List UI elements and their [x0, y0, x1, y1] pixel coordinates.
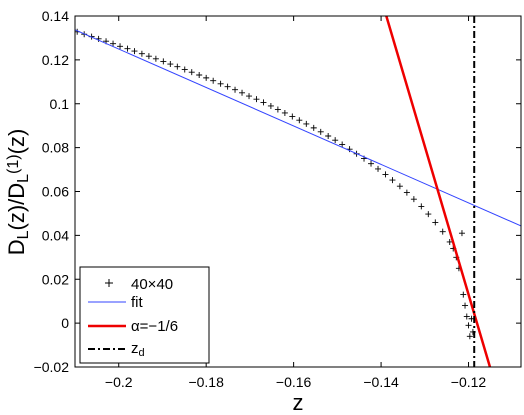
legend-label: zd [131, 340, 145, 359]
x-tick-label: −0.12 [451, 374, 487, 390]
data-point-plus-marker [296, 117, 303, 124]
data-point-plus-marker [375, 165, 382, 172]
data-point-plus-marker [339, 141, 346, 148]
y-tick-label: 0.02 [42, 271, 69, 287]
legend-zd-sub: d [139, 347, 145, 359]
data-point-plus-marker [439, 228, 446, 235]
data-point-plus-marker [382, 171, 389, 178]
y-axis-label-part: (z) [4, 129, 29, 155]
y-tick-label: 0.12 [42, 52, 69, 68]
x-tick-label: −0.14 [363, 374, 399, 390]
plot-series [75, 16, 521, 367]
legend-zd-main: z [131, 340, 139, 357]
legend-label: α=−1/6 [131, 318, 178, 335]
data-point-plus-marker [253, 96, 260, 103]
data-point-plus-marker [463, 313, 470, 320]
y-axis-label-part: (1) [5, 154, 22, 174]
legend-item-fit: fit [88, 294, 144, 311]
legend-label: 40×40 [131, 276, 173, 293]
fit-line [75, 29, 521, 227]
data-point-plus-marker [310, 124, 317, 131]
legend-box [79, 266, 210, 364]
x-tick-label: −0.18 [188, 374, 224, 390]
data-point-plus-marker [239, 89, 246, 96]
x-axis-ticks: −0.2 −0.18 −0.16 −0.14 −0.12 [105, 16, 487, 390]
data-point-plus-marker [462, 302, 469, 309]
data-point-plus-marker [188, 69, 195, 76]
data-point-plus-marker [181, 66, 188, 73]
legend: 40×40 fit α=−1/6 zd [79, 266, 210, 364]
x-axis-label: z [293, 390, 304, 415]
data-point-plus-marker [117, 43, 124, 50]
data-point-plus-marker [460, 291, 467, 298]
data-point-plus-marker [465, 322, 472, 329]
data-point-plus-marker [403, 189, 410, 196]
data-point-plus-marker [210, 77, 217, 84]
data-point-plus-marker [425, 211, 432, 218]
y-tick-label: −0.02 [34, 359, 70, 375]
y-tick-label: 0 [61, 315, 69, 331]
data-point-plus-marker [396, 183, 403, 190]
data-point-plus-marker [217, 80, 224, 87]
legend-item-markers: 40×40 [105, 276, 173, 293]
data-point-plus-marker [260, 99, 267, 106]
x-tick-label: −0.2 [105, 374, 133, 390]
data-point-plus-marker [138, 50, 145, 57]
x-tick-label: −0.16 [276, 374, 312, 390]
data-point-plus-marker [317, 128, 324, 135]
y-axis-label-part: L [15, 230, 32, 239]
data-point-plus-marker [174, 63, 181, 70]
y-axis-label: DL(z)/DL(1)(z) [4, 129, 32, 256]
legend-item-zd: zd [88, 340, 145, 359]
y-tick-label: 0.04 [42, 227, 69, 243]
legend-item-alpha: α=−1/6 [88, 318, 178, 335]
legend-label: fit [131, 294, 144, 311]
data-point-plus-marker [167, 61, 174, 68]
y-axis-ticks: −0.02 0 0.02 0.04 0.06 0.08 0.1 0.12 0.14 [34, 8, 521, 375]
data-point-plus-marker [145, 53, 152, 60]
data-point-plus-marker [332, 137, 339, 144]
data-point-plus-marker [281, 109, 288, 116]
data-point-plus-marker [196, 72, 203, 79]
y-axis-label-part: D [4, 239, 29, 255]
data-point-plus-marker [124, 45, 131, 52]
data-point-plus-marker [368, 160, 375, 167]
data-point-plus-marker [246, 93, 253, 100]
data-point-plus-marker [410, 196, 417, 203]
data-point-plus-marker [446, 238, 453, 245]
data-point-plus-marker [325, 132, 332, 139]
y-tick-label: 0.08 [42, 140, 69, 156]
data-point-plus-marker [160, 58, 167, 65]
data-point-plus-marker [267, 102, 274, 109]
data-point-plus-marker [466, 333, 473, 340]
data-point-plus-marker [274, 106, 281, 113]
alpha-line [385, 16, 492, 367]
legend-plus-marker [105, 279, 113, 287]
data-point-plus-marker [303, 120, 310, 127]
data-point-plus-marker [432, 219, 439, 226]
data-point-plus-marker [232, 86, 239, 93]
data-point-plus-marker [224, 83, 231, 90]
data-point-plus-marker [458, 230, 465, 237]
data-point-plus-marker [131, 48, 138, 55]
y-axis-label-part: L [15, 174, 32, 183]
data-point-plus-marker [289, 113, 296, 120]
y-axis-label-part: (z)/D [4, 183, 29, 231]
y-tick-label: 0.1 [50, 96, 70, 112]
y-tick-label: 0.14 [42, 8, 69, 24]
data-point-plus-marker [110, 40, 117, 47]
data-point-plus-marker [389, 177, 396, 184]
y-tick-label: 0.06 [42, 184, 69, 200]
data-point-plus-marker [203, 74, 210, 81]
data-point-plus-marker [152, 55, 159, 62]
data-point-plus-marker [418, 203, 425, 210]
